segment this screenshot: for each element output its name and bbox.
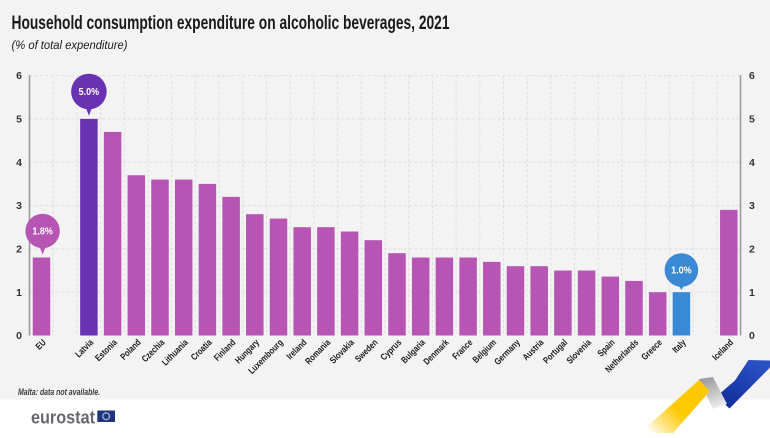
svg-text:3: 3 xyxy=(749,200,755,212)
svg-text:5.0%: 5.0% xyxy=(79,87,100,98)
svg-text:1: 1 xyxy=(749,287,755,299)
svg-text:1: 1 xyxy=(16,287,22,299)
svg-text:2: 2 xyxy=(749,244,755,256)
svg-text:Malta: data not available.: Malta: data not available. xyxy=(18,387,100,397)
svg-text:6: 6 xyxy=(749,70,755,82)
svg-text:2: 2 xyxy=(16,244,22,256)
svg-text:0: 0 xyxy=(749,330,755,342)
svg-text:4: 4 xyxy=(16,157,22,169)
svg-text:1.0%: 1.0% xyxy=(671,266,692,277)
svg-text:5: 5 xyxy=(749,114,755,126)
svg-text:6: 6 xyxy=(16,70,22,82)
svg-text:(% of total expenditure): (% of total expenditure) xyxy=(12,38,128,52)
svg-text:1.8%: 1.8% xyxy=(32,227,53,238)
svg-text:0: 0 xyxy=(16,330,22,342)
svg-text:eurostat: eurostat xyxy=(31,407,95,427)
svg-text:Household consumption expendit: Household consumption expenditure on alc… xyxy=(12,12,450,34)
svg-text:4: 4 xyxy=(749,157,755,169)
svg-text:5: 5 xyxy=(16,114,22,126)
svg-text:3: 3 xyxy=(16,200,22,212)
